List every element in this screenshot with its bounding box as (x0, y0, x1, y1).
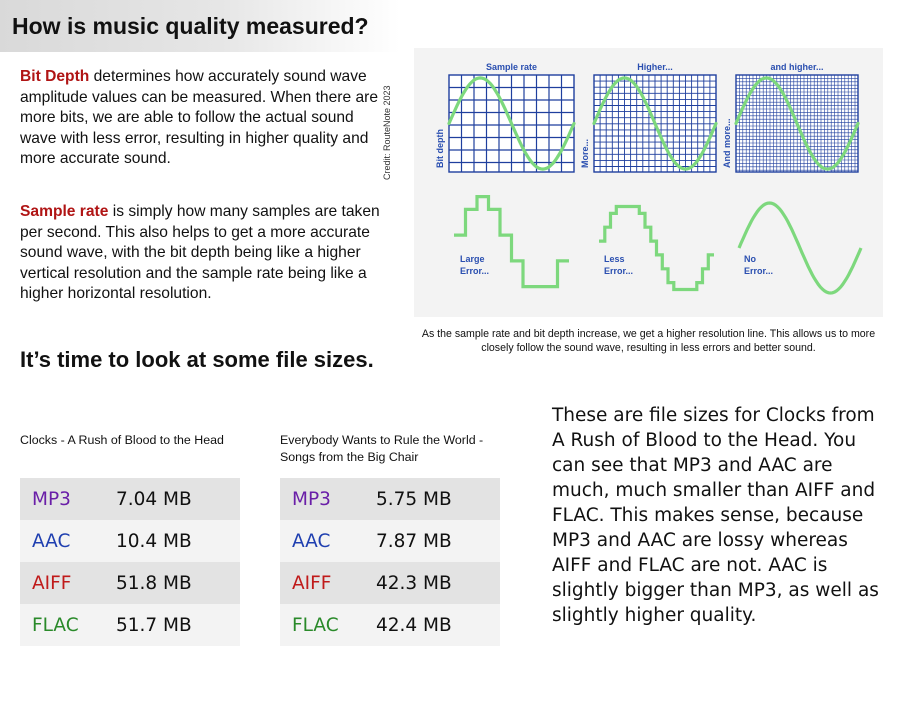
page-title: How is music quality measured? (12, 13, 369, 39)
table-row: FLAC 42.4 MB (280, 604, 500, 646)
size-flac: 42.4 MB (375, 604, 500, 646)
error-label-line2: Error... (604, 266, 633, 276)
sample-rate-paragraph: Sample rate is simply how many samples a… (20, 202, 390, 305)
format-mp3: MP3 (280, 478, 376, 520)
sample-rate-text: is simply how many samples are taken per… (20, 203, 380, 302)
format-flac: FLAC (280, 604, 376, 646)
resolution-figure: Sample rate Bit depth Higher... More... and … (414, 48, 883, 317)
file-size-table-clocks: MP3 7.04 MB AAC 10.4 MB AIFF 51.8 MB FLAC 51… (20, 478, 240, 646)
table-row: AIFF 42.3 MB (280, 562, 500, 604)
size-mp3: 5.75 MB (375, 478, 500, 520)
bit-depth-text: determines how accurately sound wave amp… (20, 68, 378, 167)
table-row: MP3 5.75 MB (280, 478, 500, 520)
sine-wave (592, 76, 718, 171)
sample-rate-term: Sample rate (20, 203, 109, 220)
error-label-line1: Large (460, 254, 485, 264)
sampled-wave (599, 204, 714, 292)
album-title-clocks: Clocks - A Rush of Blood to the Head (20, 433, 224, 447)
error-label-line1: Less (604, 254, 625, 264)
format-mp3: MP3 (20, 478, 116, 520)
size-mp3: 7.04 MB (115, 478, 240, 520)
label-side: More... (580, 139, 590, 168)
figure-credit: Credit: RouteNote 2023 (382, 85, 392, 180)
size-aac: 10.4 MB (115, 520, 240, 562)
sine-wave (734, 76, 860, 171)
file-sizes-heading: It’s time to look at some file sizes. (20, 347, 374, 372)
album-title-everybody: Everybody Wants to Rule the World - Song… (280, 433, 484, 464)
table-row: MP3 7.04 MB (20, 478, 240, 520)
label-top: Higher... (637, 62, 673, 72)
label-side: Bit depth (435, 129, 445, 168)
table-row: AIFF 51.8 MB (20, 562, 240, 604)
format-aiff: AIFF (20, 562, 116, 604)
file-size-table-everybody: MP3 5.75 MB AAC 7.87 MB AIFF 42.3 MB FLAC 42… (280, 478, 500, 646)
label-top: and higher... (770, 62, 823, 72)
size-aac: 7.87 MB (375, 520, 500, 562)
format-aac: AAC (280, 520, 376, 562)
format-aac: AAC (20, 520, 116, 562)
resolution-illustration: Sample rate Bit depth Higher... More... and … (435, 62, 863, 295)
size-aiff: 51.8 MB (115, 562, 240, 604)
figure-caption: As the sample rate and bit depth increas… (421, 328, 876, 354)
table-row: AAC 10.4 MB (20, 520, 240, 562)
sine-wave (447, 76, 576, 171)
table-row: AAC 7.87 MB (280, 520, 500, 562)
bit-depth-paragraph: Bit Depth determines how accurately soun… (20, 67, 390, 170)
sampled-wave (737, 201, 863, 295)
sampled-wave (454, 195, 569, 289)
format-flac: FLAC (20, 604, 116, 646)
format-aiff: AIFF (280, 562, 376, 604)
label-side: And more... (722, 118, 732, 168)
error-label-line2: Error... (460, 266, 489, 276)
label-top: Sample rate (486, 62, 537, 72)
table-row: FLAC 51.7 MB (20, 604, 240, 646)
error-label-line1: No (744, 254, 756, 264)
title-bar: How is music quality measured? (0, 0, 400, 52)
summary-text: These are file sizes for Clocks from A R… (552, 405, 879, 626)
size-aiff: 42.3 MB (375, 562, 500, 604)
error-label-line2: Error... (744, 266, 773, 276)
size-flac: 51.7 MB (115, 604, 240, 646)
bit-depth-term: Bit Depth (20, 68, 90, 85)
